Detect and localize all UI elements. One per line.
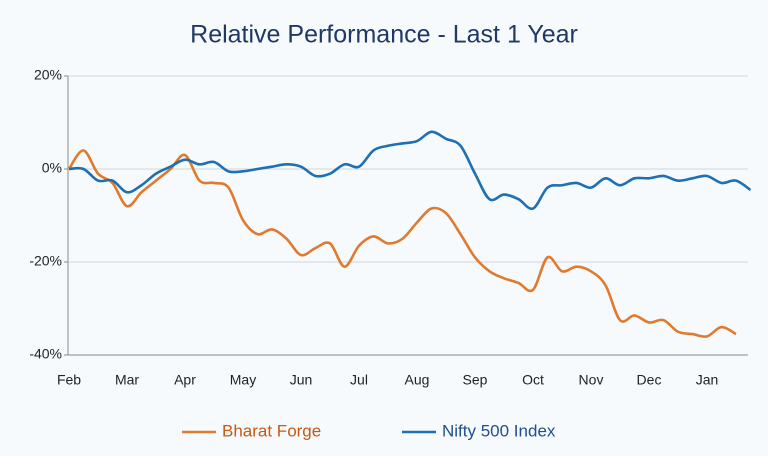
chart-title: Relative Performance - Last 1 Year — [190, 21, 578, 49]
line-series — [68, 130, 752, 211]
x-tick-label: Oct — [522, 372, 544, 388]
x-tick-label: May — [230, 372, 256, 388]
x-tick-label: Nov — [579, 372, 604, 388]
x-tick-label: Dec — [637, 372, 662, 388]
y-tick-label: -20% — [29, 253, 62, 269]
y-tick-label: 0% — [42, 160, 62, 176]
x-tick-label: Jul — [350, 372, 368, 388]
x-tick-label: Sep — [463, 372, 488, 388]
x-tick-label: Apr — [174, 372, 196, 388]
x-tick-label: Jan — [696, 372, 719, 388]
x-tick-label: Jun — [290, 372, 313, 388]
y-tick-label: 20% — [34, 67, 62, 83]
y-tick-label: -40% — [29, 346, 62, 362]
line-series — [67, 149, 737, 338]
x-tick-label: Mar — [115, 372, 139, 388]
x-tick-label: Aug — [405, 372, 430, 388]
legend-label: Nifty 500 Index — [442, 421, 556, 440]
legend-label: Bharat Forge — [222, 421, 321, 440]
x-tick-label: Feb — [57, 372, 81, 388]
